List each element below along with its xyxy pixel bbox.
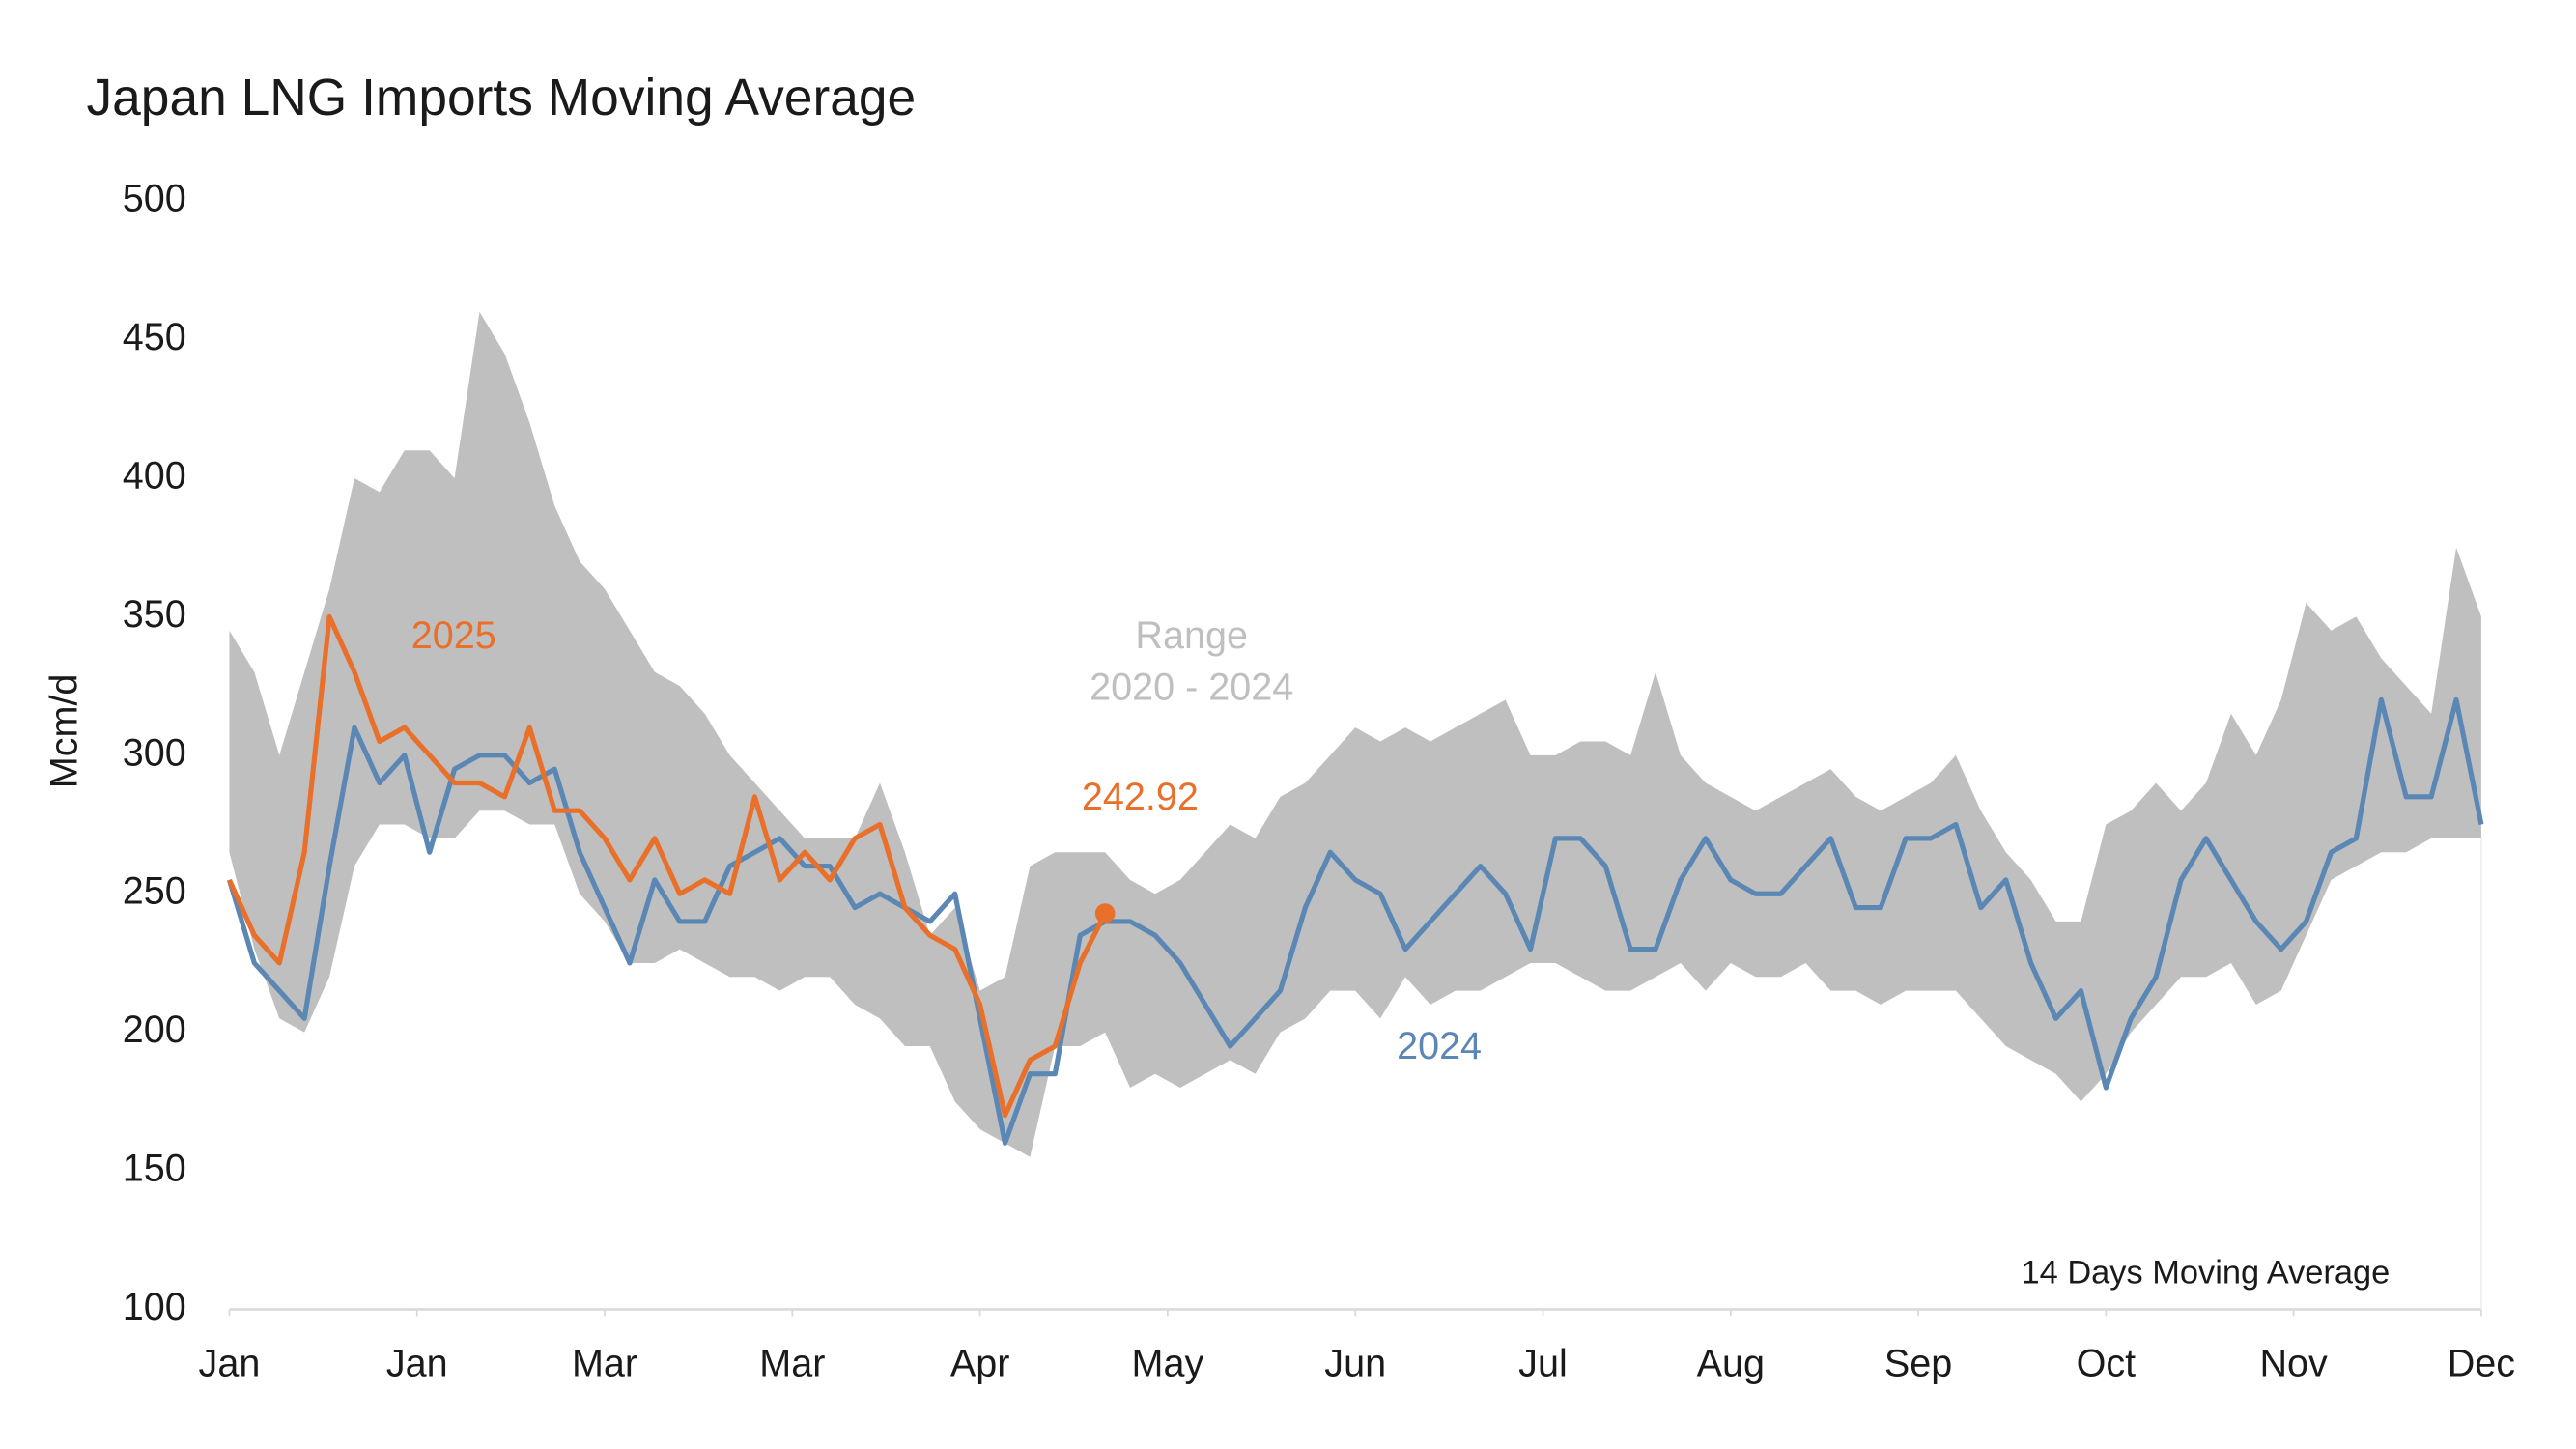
x-tick-label: Jan xyxy=(199,1342,261,1384)
x-tick-label: Jul xyxy=(1518,1342,1568,1384)
y-tick-label: 200 xyxy=(123,1009,186,1051)
series-line xyxy=(226,696,2484,1146)
y-tick-label: 450 xyxy=(123,316,186,358)
y-tick-label: 250 xyxy=(123,870,186,913)
band-label: 2020 - 2024 xyxy=(1090,666,1293,708)
y-tick-label: 500 xyxy=(123,178,186,220)
x-tick-label: Nov xyxy=(2259,1342,2328,1384)
x-tick-label: Jan xyxy=(386,1342,448,1384)
x-tick-label: Oct xyxy=(2077,1342,2137,1384)
x-tick-label: Mar xyxy=(572,1342,637,1384)
x-tick-label: Apr xyxy=(950,1342,1010,1384)
end-point xyxy=(1094,903,1116,923)
x-tick-label: Aug xyxy=(1697,1342,1765,1384)
y-axis-label: Mcm/d xyxy=(42,674,85,789)
value-label: 242.92 xyxy=(1082,776,1199,818)
x-tick-label: Jun xyxy=(1324,1342,1386,1384)
x-tick-label: May xyxy=(1132,1342,1204,1384)
y-tick-label: 400 xyxy=(123,454,186,497)
y-tick-label: 350 xyxy=(123,593,186,636)
y-tick-label: 150 xyxy=(123,1148,186,1190)
series-line xyxy=(227,613,1108,1119)
x-tick-label: Dec xyxy=(2448,1342,2515,1384)
note: 14 Days Moving Average xyxy=(2022,1254,2391,1291)
x-tick-label: Sep xyxy=(1884,1342,1952,1384)
series-label: 2024 xyxy=(1397,1025,1482,1067)
chart-title: Japan LNG Imports Moving Average xyxy=(86,70,916,127)
y-tick-label: 100 xyxy=(123,1286,186,1328)
y-tick-label: 300 xyxy=(123,731,186,774)
range-band xyxy=(229,311,2481,1157)
x-tick-label: Mar xyxy=(759,1342,825,1384)
band-label: Range xyxy=(1135,614,1248,657)
series-label: 2025 xyxy=(411,614,496,657)
